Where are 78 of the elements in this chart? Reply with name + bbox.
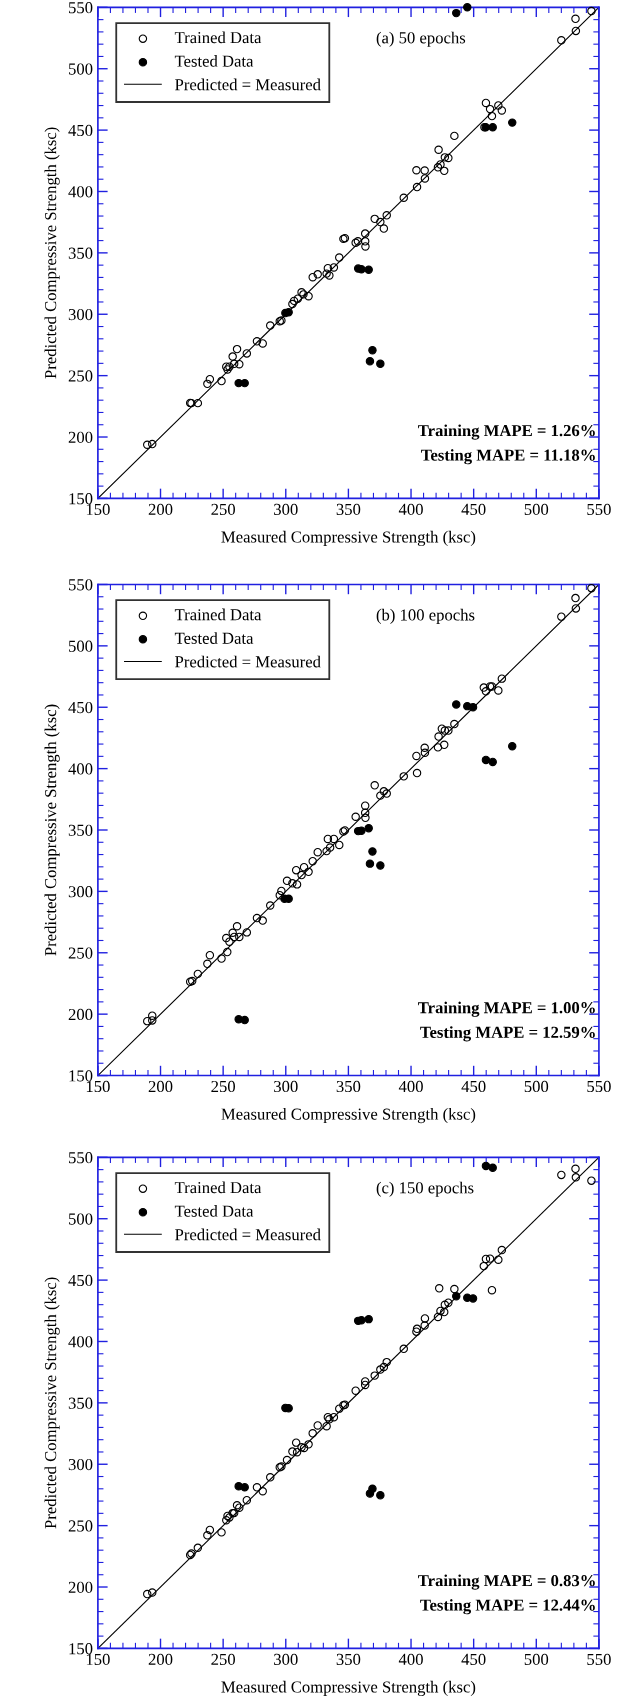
y-tick-label: 200 [68, 1581, 93, 1593]
y-tick-label: 550 [69, 1152, 93, 1164]
legend-label: Predicted = Measured [175, 78, 321, 91]
y-axis-title: Predicted Compressive Strength (ksc) [44, 1277, 60, 1529]
y-tick-label: 300 [68, 886, 93, 898]
y-tick-label: 450 [68, 1274, 93, 1287]
x-tick-label: 550 [587, 1653, 611, 1665]
x-tick-label: 450 [461, 1653, 486, 1665]
y-tick-label: 150 [69, 1070, 93, 1082]
y-tick-label: 450 [68, 124, 93, 137]
x-tick-label: 200 [148, 503, 173, 515]
y-axis-title: Predicted Compressive Strength (ksc) [44, 704, 60, 956]
x-tick-label: 150 [86, 1653, 110, 1665]
x-tick-label: 250 [211, 1080, 236, 1093]
y-tick-label: 500 [69, 63, 93, 75]
x-tick-label: 350 [336, 1653, 361, 1665]
y-tick-label: 400 [68, 186, 93, 198]
x-tick-label: 150 [86, 503, 110, 515]
y-tick-label: 300 [68, 1458, 93, 1471]
legend-label: Trained Data [174, 1181, 262, 1194]
y-tick-label: 350 [68, 824, 93, 836]
y-tick-label: 350 [68, 247, 93, 259]
annotation: (a) 50 epochs [376, 31, 466, 47]
y-tick-label: 500 [69, 1213, 93, 1225]
y-tick-label: 400 [68, 763, 93, 775]
x-tick-label: 400 [398, 503, 423, 515]
legend-label: Tested Data [174, 632, 254, 644]
x-tick-label: 450 [461, 1080, 486, 1093]
legend-label: Predicted = Measured [175, 1228, 321, 1241]
x-tick-label: 250 [211, 1653, 236, 1665]
x-axis-title: Measured Compressive Strength (ksc) [221, 1108, 476, 1124]
annotation: Testing MAPE = 12.59% [420, 1026, 595, 1042]
y-tick-label: 450 [68, 701, 93, 714]
y-tick-label: 350 [68, 1397, 93, 1409]
annotation: Training MAPE = 1.00% [418, 1001, 595, 1017]
legend-label: Trained Data [174, 608, 262, 621]
annotation: Testing MAPE = 11.18% [421, 449, 595, 465]
legend-label: Predicted = Measured [175, 655, 321, 668]
x-tick-label: 200 [148, 1080, 173, 1093]
x-axis-title: Measured Compressive Strength (ksc) [221, 530, 476, 547]
y-tick-label: 550 [69, 579, 93, 591]
x-axis-title: Measured Compressive Strength (ksc) [221, 1680, 476, 1697]
y-tick-label: 250 [68, 947, 93, 959]
x-tick-label: 300 [274, 1653, 298, 1665]
x-tick-label: 550 [587, 503, 611, 515]
legend-label: Tested Data [174, 1205, 254, 1217]
legend-label: Trained Data [174, 31, 262, 44]
y-axis-title: Predicted Compressive Strength (ksc) [44, 127, 60, 379]
x-tick-label: 400 [398, 1653, 423, 1665]
y-tick-label: 500 [69, 640, 93, 652]
x-tick-label: 300 [274, 1080, 298, 1093]
y-tick-label: 200 [68, 431, 93, 443]
y-tick-label: 250 [68, 1520, 93, 1532]
x-tick-label: 350 [336, 1080, 361, 1093]
annotation: Training MAPE = 1.26% [418, 424, 595, 440]
x-tick-label: 350 [336, 503, 361, 515]
x-tick-label: 500 [524, 503, 549, 515]
annotation: (b) 100 epochs [376, 608, 475, 624]
x-tick-label: 200 [148, 1653, 173, 1665]
y-tick-label: 150 [69, 493, 93, 505]
x-tick-label: 550 [587, 1080, 611, 1093]
y-tick-label: 250 [68, 370, 93, 382]
annotation: Training MAPE = 0.83% [418, 1574, 595, 1590]
x-tick-label: 300 [274, 503, 298, 515]
x-tick-label: 450 [461, 503, 486, 515]
y-tick-label: 200 [68, 1008, 93, 1021]
x-tick-label: 500 [524, 1653, 549, 1665]
legend-label: Tested Data [174, 55, 254, 67]
x-tick-label: 150 [86, 1080, 110, 1093]
x-tick-label: 400 [398, 1080, 423, 1093]
annotation: (c) 150 epochs [376, 1181, 474, 1197]
y-tick-label: 150 [69, 1643, 93, 1655]
x-tick-label: 250 [211, 503, 236, 515]
y-tick-label: 550 [69, 2, 93, 14]
y-tick-label: 300 [68, 308, 93, 321]
y-tick-label: 400 [68, 1336, 93, 1348]
x-tick-label: 500 [524, 1080, 549, 1093]
annotation: Testing MAPE = 12.44% [420, 1599, 595, 1615]
